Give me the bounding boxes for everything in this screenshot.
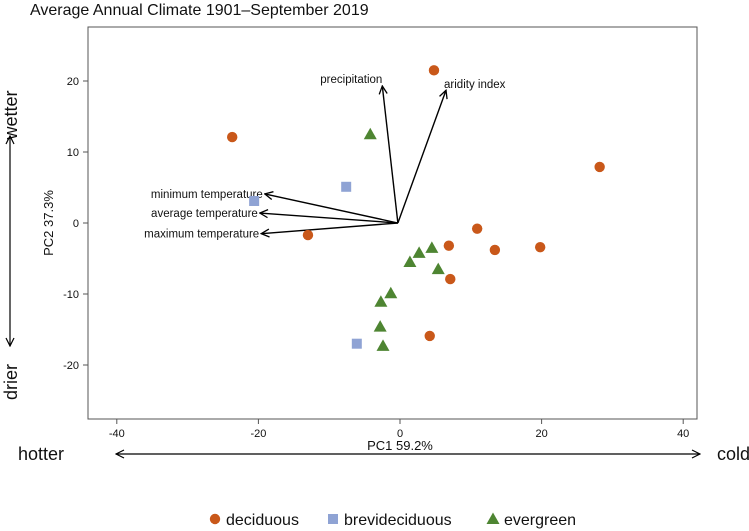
deciduous-point <box>227 131 238 143</box>
deciduous-point <box>534 241 546 253</box>
x-tick-label: 40 <box>677 428 689 440</box>
legend-label-brevideciduous: brevideciduous <box>344 512 452 529</box>
evergreen-point <box>373 320 387 332</box>
loading-label: minimum temperature <box>151 189 263 201</box>
x-tick-label: -40 <box>109 428 125 440</box>
deciduous-point <box>471 223 483 234</box>
deciduous-point <box>594 161 605 173</box>
loading-arrow <box>382 86 399 224</box>
loading-arrow <box>260 213 398 224</box>
legend: deciduous brevideciduous evergreen <box>209 512 576 529</box>
legend-label-deciduous: deciduous <box>226 512 299 529</box>
loading-label: aridity index <box>444 79 506 91</box>
annotation-hotter: hotter <box>18 444 64 464</box>
x-tick-label: -20 <box>250 428 266 440</box>
evergreen-point <box>403 255 417 268</box>
evergreen-point <box>425 241 439 253</box>
evergreen-point <box>384 286 398 299</box>
chart-title: Average Annual Climate 1901–September 20… <box>30 2 369 19</box>
loading-label: average temperature <box>151 208 258 220</box>
deciduous-point <box>445 273 456 285</box>
legend-label-evergreen: evergreen <box>504 512 576 529</box>
y-tick-label: 20 <box>67 76 79 88</box>
x-axis-label: PC1 59.2% <box>367 438 433 453</box>
deciduous-point <box>302 229 314 241</box>
legend-marker-deciduous <box>209 513 221 525</box>
deciduous-point <box>443 240 455 251</box>
legend-marker-brevideciduous <box>328 514 338 524</box>
loading-arrow <box>261 222 398 234</box>
brevideciduous-point <box>341 181 352 192</box>
x-tick-label: 0 <box>397 428 403 440</box>
legend-marker-evergreen <box>486 512 500 524</box>
evergreen-point <box>374 295 388 307</box>
deciduous-point <box>428 65 440 76</box>
annotation-colder: colder <box>717 444 749 464</box>
brevideciduous-point <box>351 338 362 349</box>
y-tick-label: 10 <box>67 147 79 159</box>
loading-arrow <box>265 194 399 224</box>
deciduous-point <box>424 330 435 342</box>
y-tick-label: -10 <box>63 289 79 301</box>
evergreen-point <box>363 127 377 140</box>
deciduous-point <box>489 244 501 256</box>
annotation-drier: drier <box>1 364 21 400</box>
loading-arrow <box>397 90 446 224</box>
evergreen-point <box>376 339 390 351</box>
y-tick-label: 0 <box>73 218 79 230</box>
evergreen-point <box>431 262 445 275</box>
brevideciduous-point <box>249 195 260 206</box>
evergreen-point <box>412 246 426 258</box>
y-tick-label: -20 <box>63 360 79 372</box>
loading-label: precipitation <box>320 74 382 86</box>
x-tick-label: 20 <box>535 428 547 440</box>
y-axis-label: PC2 37.3% <box>41 190 56 256</box>
loading-label: maximum temperature <box>144 229 259 241</box>
annotation-wetter: wetter <box>1 90 21 140</box>
